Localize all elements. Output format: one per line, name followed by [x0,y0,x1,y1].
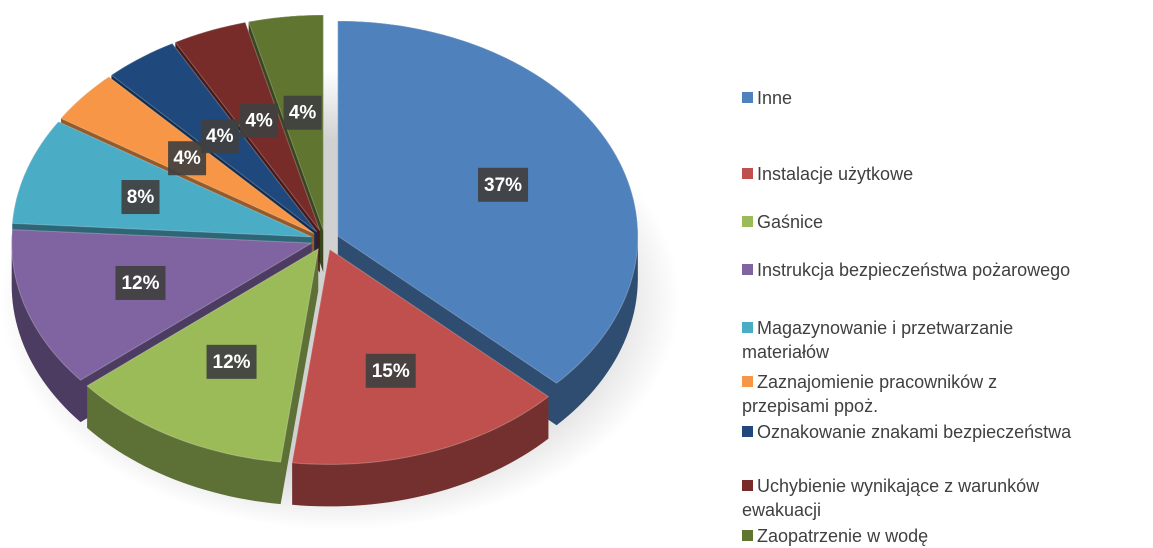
data-label: 37% [484,175,522,196]
legend-label: Zaznajomienie pracowników z przepisami p… [742,372,998,416]
legend-swatch [742,376,753,387]
data-label-box [240,103,279,138]
legend-label: Instrukcja bezpieczeństwa pożarowego [757,260,1071,280]
data-label-box [115,265,166,300]
data-label-box [168,141,207,176]
data-label: 4% [173,148,201,169]
legend-item: Zaznajomienie pracowników z przepisami p… [742,370,1082,418]
legend-swatch [742,216,753,227]
legend-item: Oznakowanie znakami bezpieczeństwa [742,420,1147,444]
legend-swatch [742,426,753,437]
data-label-box [206,344,257,379]
legend: Inne Instalacje użytkowe Gaśnice Instrukcja… [742,0,1147,546]
legend-swatch [742,92,753,103]
pie-slice [337,20,639,384]
pie-slice [11,229,314,381]
legend-swatch [742,168,753,179]
legend-label: Zaopatrzenie w wodę [757,526,929,546]
pie-slice [86,247,319,463]
legend-swatch [742,264,753,275]
data-label: 4% [245,111,273,132]
legend-label: Oznakowanie znakami bezpieczeństwa [757,422,1072,442]
data-label: 15% [372,361,410,382]
legend-swatch [742,480,753,491]
pie-slice [291,248,550,465]
legend-item: Inne [742,86,1147,110]
legend-item: Gaśnice [742,210,1147,234]
legend-item: Uchybienie wynikające z warunków ewakuac… [742,474,1082,522]
legend-label: Instalacje użytkowe [757,164,914,184]
legend-item: Magazynowanie i przetwarzanie materiałów [742,316,1082,364]
chart: 37%15%12%12%8%4%4%4% 4% [0,14,680,530]
legend-label: Inne [757,88,793,108]
data-label-box [283,95,322,130]
data-label: 4% [289,103,317,124]
legend-swatch [742,322,753,333]
data-label: 8% [127,187,155,208]
legend-label: Gaśnice [757,212,824,232]
data-label-box [365,353,416,388]
legend-label: Uchybienie wynikające z warunków ewakuac… [742,476,1040,520]
legend-item: Instalacje użytkowe [742,162,1147,186]
pie-slice [11,121,312,238]
legend-item: Instrukcja bezpieczeństwa pożarowego [742,258,1147,282]
data-label-box [121,180,160,215]
legend-swatch [742,530,753,541]
legend-label: Magazynowanie i przetwarzanie materiałów [742,318,1014,362]
data-label-box [200,119,239,154]
data-label: 12% [121,273,159,294]
data-label: 12% [213,352,251,373]
legend-item: Zaopatrzenie w wodę [742,524,1147,548]
data-label-box [478,167,529,202]
data-label: 4% [206,126,234,147]
